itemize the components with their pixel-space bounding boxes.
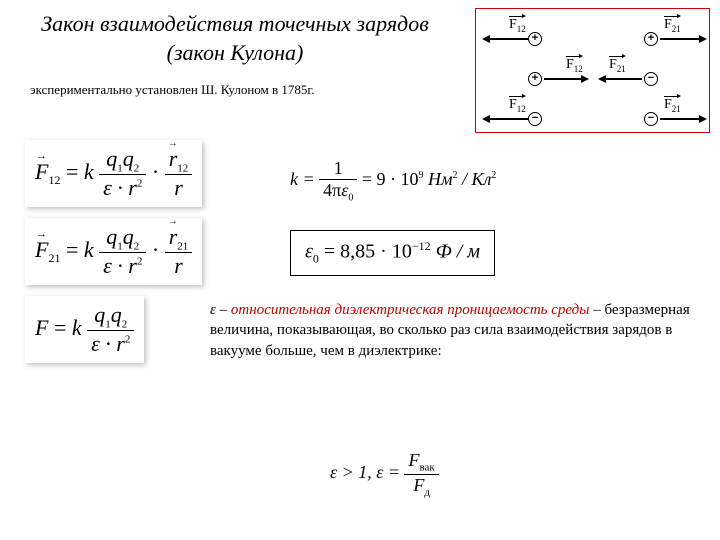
page-title: Закон взаимодействия точечных зарядов (з… — [20, 10, 450, 67]
charge-circle: − — [644, 72, 658, 86]
force-label-f12: F12 — [509, 17, 526, 34]
force-label-f21: F21 — [609, 57, 626, 74]
formula-epsilon-ratio: ε > 1, ε = Fвак Fд — [330, 450, 439, 498]
formula-k: k = 1 4πε0 = 9 · 109 Нм2 / Кл2 — [290, 158, 496, 204]
force-label-f12: F12 — [566, 57, 583, 74]
charge-circle: − — [528, 112, 542, 126]
force-label-f21: F21 — [664, 97, 681, 114]
formula-f12: →F12 = k q1q2 ε · r2 · →r12 r — [25, 140, 202, 207]
charge-circle: + — [528, 72, 542, 86]
diagram-row-1: F12 + F21 + — [476, 13, 709, 53]
force-label-f12: F12 — [509, 97, 526, 114]
diagram-row-3: F12 − F21 − — [476, 93, 709, 133]
subtitle-text: экспериментально установлен Ш. Кулоном в… — [30, 82, 315, 98]
formula-f21: →F21 = k q1q2 ε · r2 · →r21 r — [25, 218, 202, 285]
formula-eps0: ε0 = 8,85 · 10−12 Ф / м — [290, 230, 495, 276]
charge-circle: − — [644, 112, 658, 126]
force-label-f21: F21 — [664, 17, 681, 34]
charge-circle: + — [528, 32, 542, 46]
diagram-row-2: F12 + F21 − — [476, 53, 709, 93]
body-paragraph: ε – относительная диэлектрическая прониц… — [210, 300, 690, 361]
force-diagram: F12 + F21 + F12 + F21 − F12 − F21 − — [475, 8, 710, 133]
formula-f-magnitude: F = k q1q2 ε · r2 — [25, 296, 144, 363]
charge-circle: + — [644, 32, 658, 46]
